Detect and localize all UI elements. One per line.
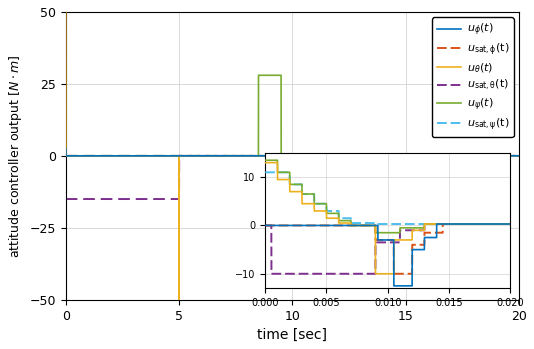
Y-axis label: attitude controller output $[N \cdot m]$: attitude controller output $[N \cdot m]$ xyxy=(7,54,24,258)
Legend: $u_{\phi}(t)$, $u_{\rm sat,\phi}({\rm t})$, $u_{\theta}(t)$, $u_{\rm sat,\theta}: $u_{\phi}(t)$, $u_{\rm sat,\phi}({\rm t}… xyxy=(432,17,514,138)
X-axis label: time [sec]: time [sec] xyxy=(257,328,327,342)
